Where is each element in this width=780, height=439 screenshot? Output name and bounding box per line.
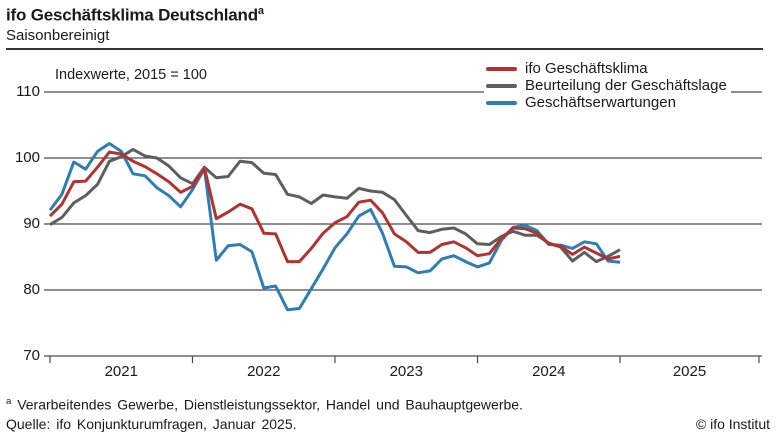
x-axis-label-2024: 2024: [532, 363, 566, 380]
chart-legend: ifo Geschäftsklima Beurteilung der Gesch…: [484, 58, 731, 113]
page-title: ifo Geschäftsklima Deutschlanda: [6, 5, 264, 26]
copyright-label: © ifo Institut: [695, 416, 770, 432]
legend-item-geschaeftslage: Beurteilung der Geschäftslage: [486, 77, 727, 94]
y-axis-label-80: 80: [23, 281, 40, 298]
x-axis-label-2021: 2021: [104, 363, 138, 380]
series-line-0: [48, 150, 621, 264]
footnote-marker: a: [6, 396, 12, 407]
page-title-text: ifo Geschäftsklima Deutschland: [6, 5, 258, 25]
y-axis-label-100: 100: [14, 149, 40, 166]
y-axis-label-70: 70: [23, 347, 40, 364]
x-axis-label-2023: 2023: [389, 363, 423, 380]
x-axis-label-2025: 2025: [672, 363, 707, 380]
title-footnote-marker: a: [257, 5, 264, 17]
x-axis-label-2022: 2022: [247, 363, 281, 380]
legend-label: Geschäftserwartungen: [525, 94, 676, 111]
chart-footnote: a Verarbeitendes Gewerbe, Dienstleistung…: [6, 396, 523, 413]
footnote-text: Verarbeitendes Gewerbe, Dienstleistungss…: [17, 396, 523, 413]
legend-line-swatch-blue: [486, 100, 517, 105]
series-line-1: [49, 147, 621, 264]
legend-label: Beurteilung der Geschäftslage: [525, 77, 727, 94]
page-subtitle: Saisonbereinigt: [6, 27, 110, 44]
source-line: Quelle: ifo Konjunkturumfragen, Januar 2…: [6, 416, 297, 432]
y-axis-label-90: 90: [23, 215, 40, 232]
legend-label: ifo Geschäftsklima: [525, 60, 648, 77]
legend-line-swatch-gray: [486, 83, 517, 88]
series-line-2: [48, 142, 621, 312]
legend-item-geschaeftserwartungen: Geschäftserwartungen: [486, 94, 727, 111]
axis-unit-label: Indexwerte, 2015 = 100: [55, 67, 207, 83]
y-axis-label-110: 110: [16, 83, 40, 100]
header-divider: [6, 48, 763, 50]
legend-line-swatch-red: [486, 66, 517, 71]
legend-item-geschaeftsklima: ifo Geschäftsklima: [486, 60, 727, 77]
